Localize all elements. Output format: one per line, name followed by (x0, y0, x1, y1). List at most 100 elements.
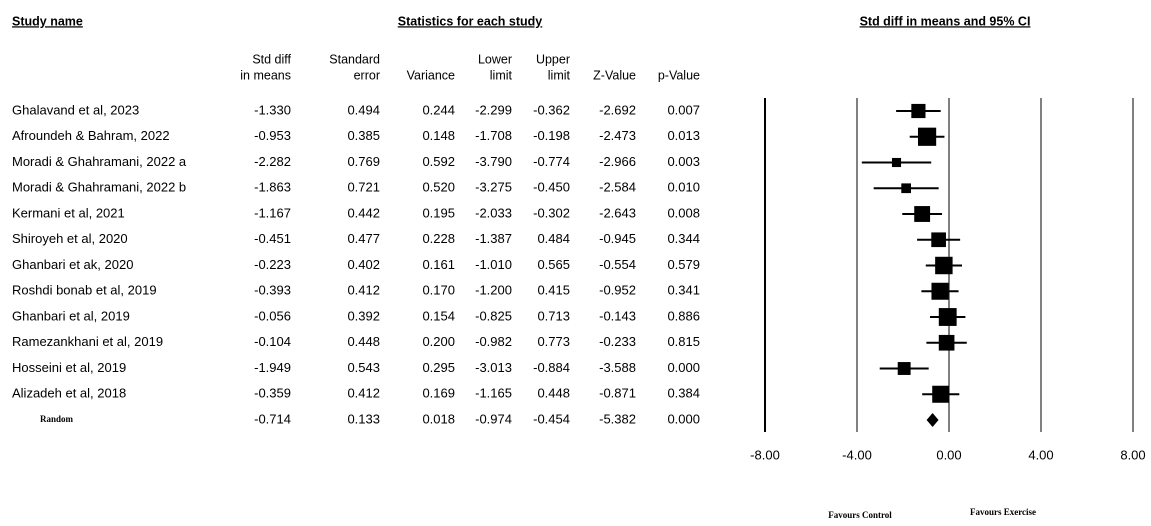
cell: 0.442 (347, 205, 380, 220)
cell: 0.392 (347, 308, 380, 323)
column-header: Standard (329, 52, 380, 66)
cell: 0.494 (347, 102, 380, 117)
cell: -0.359 (254, 386, 291, 401)
cell: 0.384 (667, 386, 700, 401)
cell: -1.165 (475, 386, 512, 401)
cell: 0.886 (667, 308, 700, 323)
study-name: Ghanbari et ak, 2020 (12, 257, 133, 272)
cell: 0.000 (667, 411, 700, 426)
column-header: error (354, 68, 380, 82)
cell: -1.330 (254, 102, 291, 117)
cell: -0.952 (599, 283, 636, 298)
study-name: Afroundeh & Bahram, 2022 (12, 128, 170, 143)
study-name: Ghanbari et al, 2019 (12, 308, 130, 323)
cell: 0.385 (347, 128, 380, 143)
cell: -2.966 (599, 154, 636, 169)
cell: -2.643 (599, 205, 636, 220)
effect-square (931, 282, 949, 300)
cell: 0.773 (537, 334, 570, 349)
cell: -0.143 (599, 308, 636, 323)
x-tick-label: -4.00 (842, 447, 872, 462)
cell: -5.382 (599, 411, 636, 426)
cell: -2.033 (475, 205, 512, 220)
summary-diamond (926, 413, 939, 427)
cell: 0.295 (422, 360, 455, 375)
column-header: limit (548, 68, 571, 82)
cell: 0.344 (667, 231, 700, 246)
cell: -0.198 (533, 128, 570, 143)
favours-right: Favours Exercise (970, 507, 1036, 517)
cell: 0.244 (422, 102, 455, 117)
cell: -0.945 (599, 231, 636, 246)
cell: -2.473 (599, 128, 636, 143)
cell: -1.949 (254, 360, 291, 375)
cell: -0.233 (599, 334, 636, 349)
cell: 0.448 (347, 334, 380, 349)
cell: -1.387 (475, 231, 512, 246)
column-header: p-Value (658, 68, 700, 82)
cell: -0.393 (254, 283, 291, 298)
cell: -0.454 (533, 411, 570, 426)
cell: -0.056 (254, 308, 291, 323)
x-tick-label: 0.00 (936, 447, 961, 462)
cell: 0.721 (347, 180, 380, 195)
cell: -0.554 (599, 257, 636, 272)
cell: 0.815 (667, 334, 700, 349)
cell: 0.008 (667, 205, 700, 220)
study-name: Shiroyeh et al, 2020 (12, 231, 128, 246)
x-tick-label: 8.00 (1120, 447, 1145, 462)
cell: 0.170 (422, 283, 455, 298)
cell: 0.228 (422, 231, 455, 246)
effect-square (917, 127, 937, 146)
x-tick-label: -8.00 (750, 447, 780, 462)
cell: 0.154 (422, 308, 455, 323)
cell: 0.148 (422, 128, 455, 143)
cell: -3.275 (475, 180, 512, 195)
effect-square (931, 232, 946, 248)
cell: -0.362 (533, 102, 570, 117)
cell: 0.412 (347, 386, 380, 401)
column-header: Std diff (252, 52, 291, 66)
cell: -1.010 (475, 257, 512, 272)
cell: -0.953 (254, 128, 291, 143)
cell: -1.200 (475, 283, 512, 298)
cell: -1.863 (254, 180, 291, 195)
cell: -0.223 (254, 257, 291, 272)
study-name: Ramezankhani et al, 2019 (12, 334, 163, 349)
cell: 0.543 (347, 360, 380, 375)
cell: -3.588 (599, 360, 636, 375)
effect-square (891, 157, 902, 168)
cell: -0.450 (533, 180, 570, 195)
cell: 0.200 (422, 334, 455, 349)
cell: 0.484 (537, 231, 570, 246)
cell: 0.592 (422, 154, 455, 169)
effect-square (914, 206, 931, 222)
cell: -0.871 (599, 386, 636, 401)
plot-header: Std diff in means and 95% CI (860, 14, 1031, 28)
cell: 0.713 (537, 308, 570, 323)
x-tick-label: 4.00 (1028, 447, 1053, 462)
cell: 0.769 (347, 154, 380, 169)
effect-square (901, 183, 912, 194)
study-name: Alizadeh et al, 2018 (12, 386, 126, 401)
cell: 0.565 (537, 257, 570, 272)
cell: -0.884 (533, 360, 570, 375)
column-header: Lower (478, 52, 512, 66)
cell: 0.341 (667, 283, 700, 298)
effect-square (938, 308, 957, 326)
cell: -0.974 (475, 411, 512, 426)
cell: -0.982 (475, 334, 512, 349)
column-header: Upper (536, 52, 570, 66)
cell: 0.412 (347, 283, 380, 298)
cell: -0.714 (254, 411, 291, 426)
cell: -2.692 (599, 102, 636, 117)
cell: -0.104 (254, 334, 291, 349)
column-header: Z-Value (593, 68, 636, 82)
cell: 0.169 (422, 386, 455, 401)
cell: 0.010 (667, 180, 700, 195)
study-name: Moradi & Ghahramani, 2022 b (12, 180, 186, 195)
study-name: Moradi & Ghahramani, 2022 a (12, 154, 187, 169)
cell: -0.302 (533, 205, 570, 220)
cell: -0.825 (475, 308, 512, 323)
cell: -2.299 (475, 102, 512, 117)
